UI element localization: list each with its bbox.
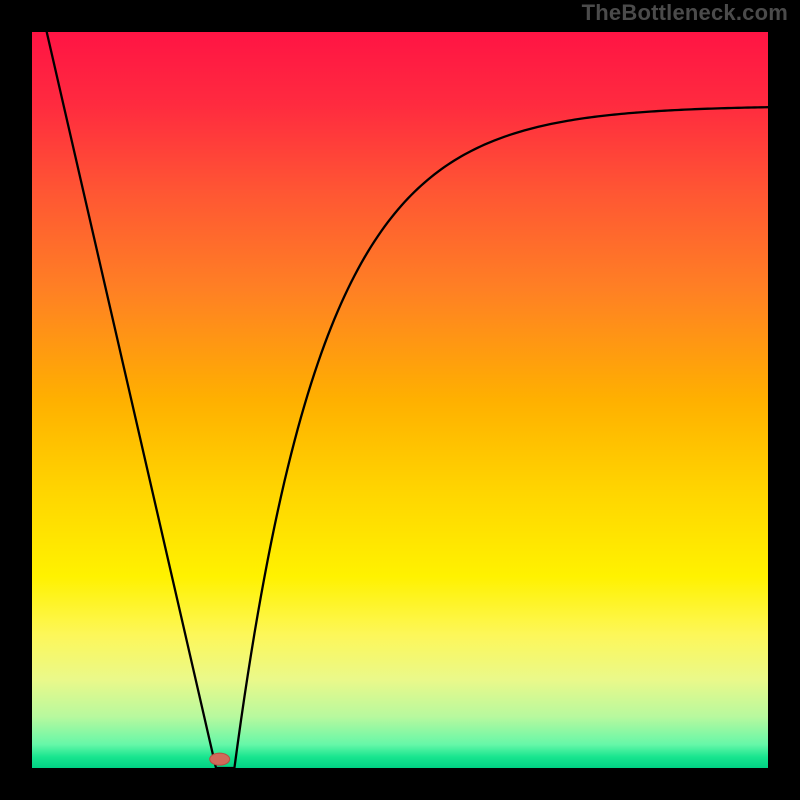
- plot-area: [32, 32, 768, 768]
- watermark-text: TheBottleneck.com: [582, 0, 788, 26]
- optimum-marker: [210, 753, 230, 765]
- gradient-background: [32, 32, 768, 768]
- chart-frame: TheBottleneck.com: [0, 0, 800, 800]
- chart-svg: [32, 32, 768, 768]
